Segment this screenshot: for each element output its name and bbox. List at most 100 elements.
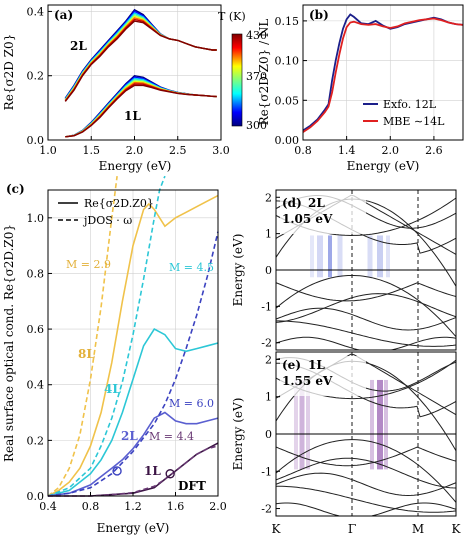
panel-a-ytick-label: 0.2 [27, 70, 45, 83]
colorbar-tick-430: 430 [246, 29, 267, 42]
panel-d: (d) 2L 1.05 eV -2 -1 0 1 2 Energy (eV) [231, 189, 457, 351]
panel-c-xtick-label: 1.2 [124, 500, 142, 513]
label-M-6.0: M = 6.0 [169, 397, 214, 410]
valence-band-5 [276, 502, 456, 516]
transition-highlight-e [306, 379, 310, 470]
panel-d-ylabel: Energy (eV) [231, 234, 245, 307]
valence-band-1 [276, 282, 456, 302]
panel-b-legend: Exfo. 12L MBE ∼14L [363, 98, 445, 128]
panel-e-ytick-label: -1 [261, 465, 272, 478]
marker-0 [112, 466, 122, 476]
colorbar-tick-370: 370 [246, 70, 267, 83]
panel-b-ytick-label: 0.00 [275, 134, 300, 147]
series-2L-430K [64, 20, 217, 102]
label-4L: 4L [104, 382, 121, 396]
valence-band-4 [276, 320, 456, 347]
transition-highlight-d [386, 235, 390, 278]
panel-d-ytick-label: -2 [261, 337, 272, 350]
panel-d-ytick-label: -1 [261, 300, 272, 313]
valence-band-2 [276, 457, 456, 489]
transition-highlight-e [294, 379, 298, 470]
panel-c: (c) Re{σ2D.Z0} jDOS · ω M = 2.9 M = 4.5 … [2, 175, 227, 535]
panel-a-label: (a) [54, 8, 73, 22]
valence-band-3 [276, 472, 456, 497]
panel-b-ytick-label: 0.05 [275, 94, 300, 107]
panel-a-ytick-label: 0.4 [27, 5, 45, 18]
colorbar-tick-300: 300 [246, 119, 267, 132]
panel-a-xlabel: Energy (eV) [99, 159, 172, 173]
panel-c-legend: Re{σ2D.Z0} jDOS · ω [58, 197, 154, 227]
panel-c-xlabel: Energy (eV) [97, 521, 170, 535]
legend-jdos: jDOS · ω [82, 214, 132, 227]
series-2L-340K [64, 12, 217, 100]
series-2L-400K [64, 17, 217, 101]
valence-band-4 [276, 485, 456, 513]
panel-a-2L-label: 2L [70, 39, 87, 53]
panel-e-energy: 1.55 eV [282, 374, 333, 388]
transition-highlight-d [310, 235, 314, 278]
valence-band-5 [276, 336, 456, 350]
panel-c-ytick-label: 0.6 [27, 323, 45, 336]
legend-re-sigma: Re{σ2D.Z0} [84, 197, 154, 210]
panel-d-layer: 2L [308, 196, 325, 210]
series-2L [47, 411, 219, 497]
panel-b-xtick-label: 2.6 [425, 144, 443, 157]
panel-d-ytick-label: 2 [265, 191, 272, 204]
panel-a-ytick-label: 0.0 [27, 134, 45, 147]
transition-highlight-e [299, 379, 305, 470]
k-label-2: M [412, 522, 424, 536]
panel-a-xtick-label: 2.0 [126, 144, 144, 157]
colorbar-title: T (K) [218, 10, 246, 23]
series-exfo [302, 13, 464, 132]
panel-c-xtick-label: 2.0 [209, 500, 227, 513]
valence-band-1 [276, 446, 456, 467]
panel-b-xlabel: Energy (eV) [347, 159, 420, 173]
series-2L-360K [64, 13, 217, 101]
series-mbe [302, 17, 464, 133]
panel-e-ytick-label: 1 [265, 391, 272, 404]
panel-a: (a) 2L 1L 1.0 1.5 2.0 2.5 3.0 0.0 0.2 0.4 Energ… [2, 4, 267, 173]
series-4L [47, 328, 219, 497]
transition-highlight-d [377, 235, 383, 278]
label-1L: 1L [144, 464, 161, 478]
series-M-4.4 [48, 445, 219, 497]
transition-highlight-e [377, 379, 383, 470]
panel-a-xtick-label: 3.0 [212, 144, 230, 157]
transition-highlight-d [337, 235, 343, 278]
legend-mbe: MBE ∼14L [383, 115, 445, 128]
k-label-1: Γ [348, 522, 356, 536]
panel-b-ylabel: Re{σ2D·Z0} / NL [257, 19, 271, 126]
panel-c-label: (c) [6, 182, 25, 196]
panel-c-ytick-label: 0.2 [27, 434, 45, 447]
panel-c-ytick-label: 0.8 [27, 267, 45, 280]
transition-highlight-d [367, 235, 373, 278]
panel-d-label: (d) [282, 196, 302, 210]
panel-c-ytick-label: 1.0 [27, 212, 45, 225]
panel-b-ytick-label: 0.10 [275, 55, 300, 68]
series-2L-380K [64, 15, 217, 101]
panel-c-xtick-label: 0.8 [82, 500, 100, 513]
series-8L [47, 194, 219, 497]
label-M-2.9: M = 2.9 [66, 258, 111, 271]
panel-d-ytick-label: 1 [265, 228, 272, 241]
transition-highlight-d [328, 235, 332, 278]
panel-e-ytick-label: 2 [265, 353, 272, 366]
series-2L-420K [64, 18, 217, 102]
panel-c-ytick-label: 0.4 [27, 379, 45, 392]
series-1L-430K [65, 84, 217, 138]
k-label-3: K [452, 522, 462, 536]
label-8L: 8L [78, 347, 95, 361]
panel-a-xtick-label: 1.5 [83, 144, 101, 157]
transition-highlight-e [384, 379, 388, 470]
colorbar [231, 33, 243, 127]
panel-a-xtick-label: 2.5 [169, 144, 187, 157]
series-1L-420K [65, 83, 217, 138]
panel-d-ytick-label: 0 [265, 264, 272, 277]
panel-c-ylabel: Real surface optical cond. Re{σ2D.Z0} [2, 224, 16, 462]
panel-e-label: (e) [282, 358, 301, 372]
valence-band-0 [276, 439, 456, 503]
panel-e: (e) 1L 1.55 eV -2 -1 0 1 2 Energy (eV) K Γ M K [231, 351, 462, 536]
label-DFT: DFT [178, 479, 206, 493]
panel-c-xtick-label: 1.6 [167, 500, 185, 513]
